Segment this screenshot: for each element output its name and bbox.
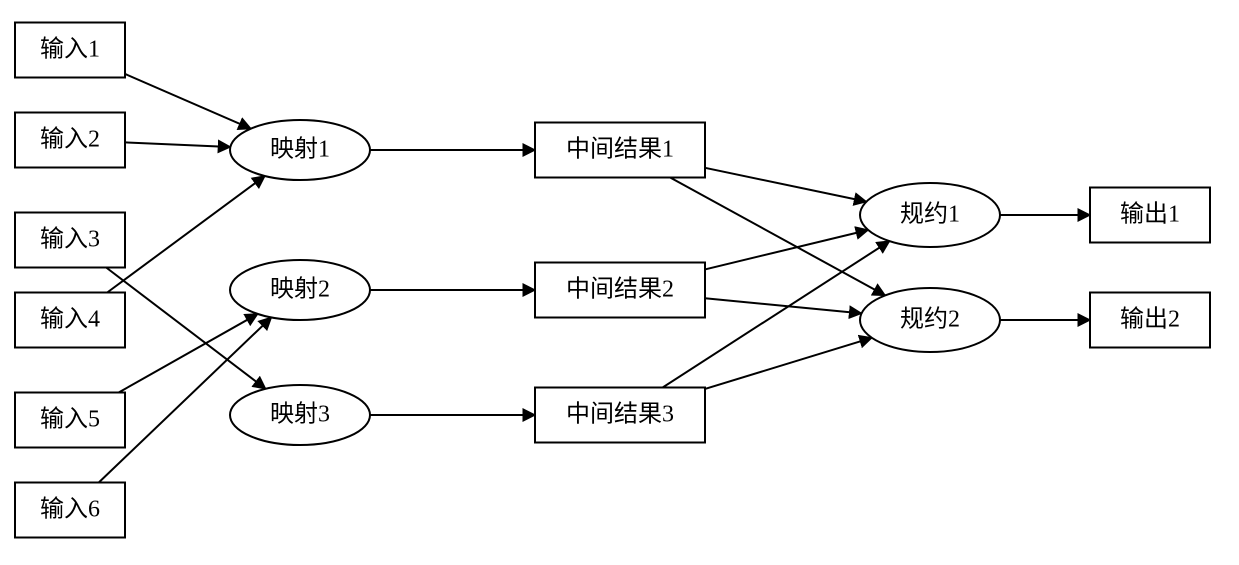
node-output2: 输出2 — [1090, 293, 1210, 348]
edge-inter3-reduce2 — [705, 338, 872, 389]
node-label-inter3: 中间结果3 — [566, 401, 674, 428]
edge-inter2-reduce2 — [705, 298, 862, 313]
node-inter3: 中间结果3 — [535, 388, 705, 443]
node-map2: 映射2 — [230, 260, 370, 320]
node-input5: 输入5 — [15, 393, 125, 448]
node-label-input1: 输入1 — [40, 36, 100, 63]
node-label-map2: 映射2 — [270, 276, 330, 303]
node-inter1: 中间结果1 — [535, 123, 705, 178]
node-label-input5: 输入5 — [40, 406, 100, 433]
node-label-input6: 输入6 — [40, 496, 100, 523]
edge-inter1-reduce1 — [705, 168, 866, 202]
node-input3: 输入3 — [15, 213, 125, 268]
node-map3: 映射3 — [230, 385, 370, 445]
node-label-reduce1: 规约1 — [900, 201, 960, 228]
node-output1: 输出1 — [1090, 188, 1210, 243]
node-label-input2: 输入2 — [40, 126, 100, 153]
node-label-input3: 输入3 — [40, 226, 100, 253]
node-label-inter1: 中间结果1 — [566, 136, 674, 163]
edge-input5-map2 — [119, 314, 258, 393]
nodes-layer: 输入1 输入2 输入3 输入4 输入5 输入6 映射1 映射2 映射3 中间结果1 中间结果2 中间结… — [15, 23, 1210, 538]
node-input6: 输入6 — [15, 483, 125, 538]
node-label-output1: 输出1 — [1120, 201, 1180, 228]
node-reduce1: 规约1 — [860, 183, 1000, 247]
node-label-map3: 映射3 — [270, 401, 330, 428]
node-map1: 映射1 — [230, 120, 370, 180]
node-label-output2: 输出2 — [1120, 306, 1180, 333]
node-label-input4: 输入4 — [40, 306, 100, 333]
node-inter2: 中间结果2 — [535, 263, 705, 318]
node-input2: 输入2 — [15, 113, 125, 168]
mapreduce-flowchart: 输入1 输入2 输入3 输入4 输入5 输入6 映射1 映射2 映射3 中间结果1 中间结果2 中间结… — [0, 0, 1239, 565]
node-label-reduce2: 规约2 — [900, 306, 960, 333]
edge-inter2-reduce1 — [705, 230, 868, 269]
edge-input2-map1 — [125, 142, 230, 147]
node-reduce2: 规约2 — [860, 288, 1000, 352]
node-input1: 输入1 — [15, 23, 125, 78]
node-label-map1: 映射1 — [270, 136, 330, 163]
node-label-inter2: 中间结果2 — [566, 276, 674, 303]
edge-input1-map1 — [125, 74, 251, 129]
node-input4: 输入4 — [15, 293, 125, 348]
